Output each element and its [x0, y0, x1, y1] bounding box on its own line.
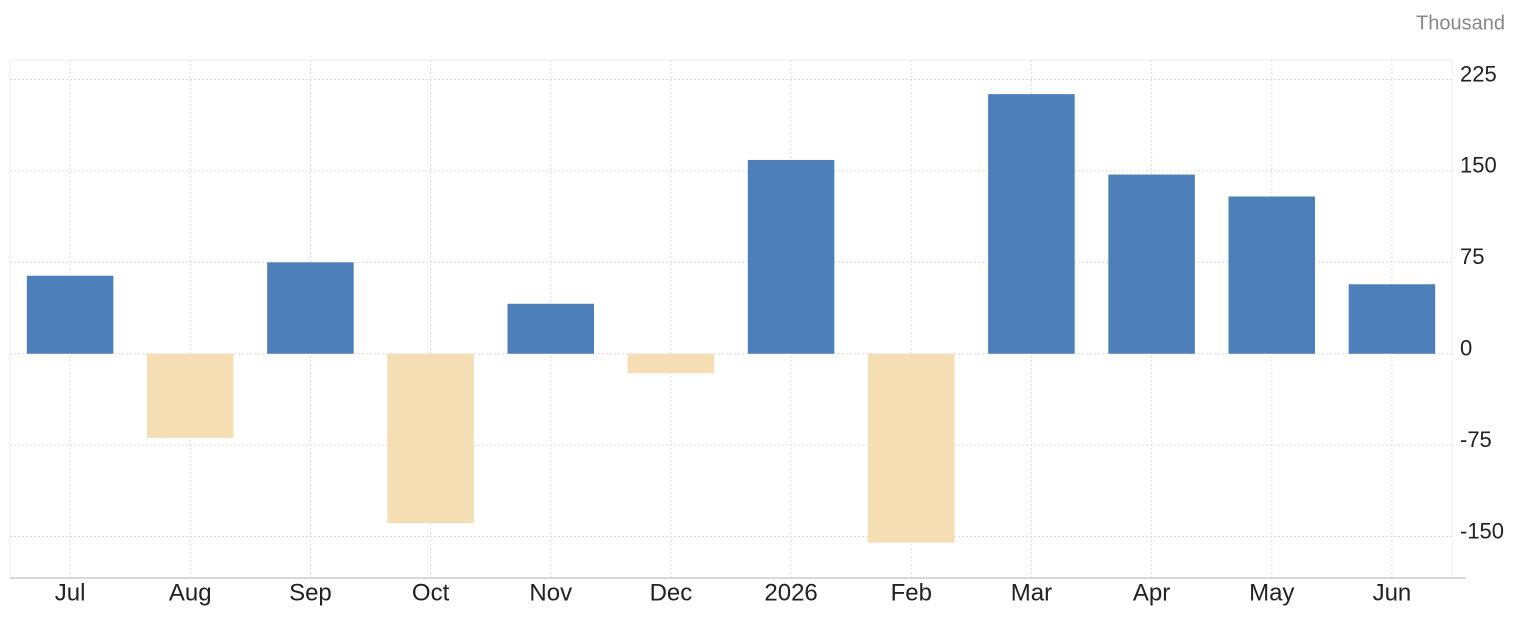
x-tick-label: Mar	[1011, 579, 1052, 606]
bar	[267, 262, 354, 354]
bar	[1228, 196, 1316, 354]
x-tick-label: May	[1249, 579, 1294, 606]
bar	[988, 94, 1075, 354]
x-tick-label: 2026	[764, 579, 817, 606]
bar	[387, 353, 474, 524]
bar	[507, 303, 595, 354]
bar	[1108, 174, 1195, 354]
x-tick-label: Jun	[1373, 579, 1412, 606]
x-tick-label: Feb	[891, 579, 932, 606]
bar	[867, 353, 955, 543]
bar	[747, 159, 835, 354]
y-tick-label: -75	[1460, 427, 1492, 452]
bar	[146, 353, 234, 438]
x-tick-label: Apr	[1133, 579, 1170, 606]
bar	[1348, 284, 1436, 354]
y-tick-label: 150	[1460, 153, 1497, 178]
x-tick-label: Aug	[169, 579, 212, 606]
y-tick-label: 0	[1460, 336, 1472, 361]
y-tick-label: -150	[1460, 518, 1504, 543]
x-tick-label: Oct	[412, 579, 450, 606]
y-tick-label: 225	[1460, 61, 1497, 86]
x-tick-label: Nov	[529, 579, 572, 606]
x-tick-label: Dec	[650, 579, 693, 606]
y-tick-label: 75	[1460, 244, 1484, 269]
bar	[26, 275, 114, 354]
x-tick-label: Jul	[55, 579, 86, 606]
bar	[627, 353, 715, 374]
unit-label: Thousand	[1416, 12, 1505, 34]
x-tick-label: Sep	[289, 579, 332, 606]
